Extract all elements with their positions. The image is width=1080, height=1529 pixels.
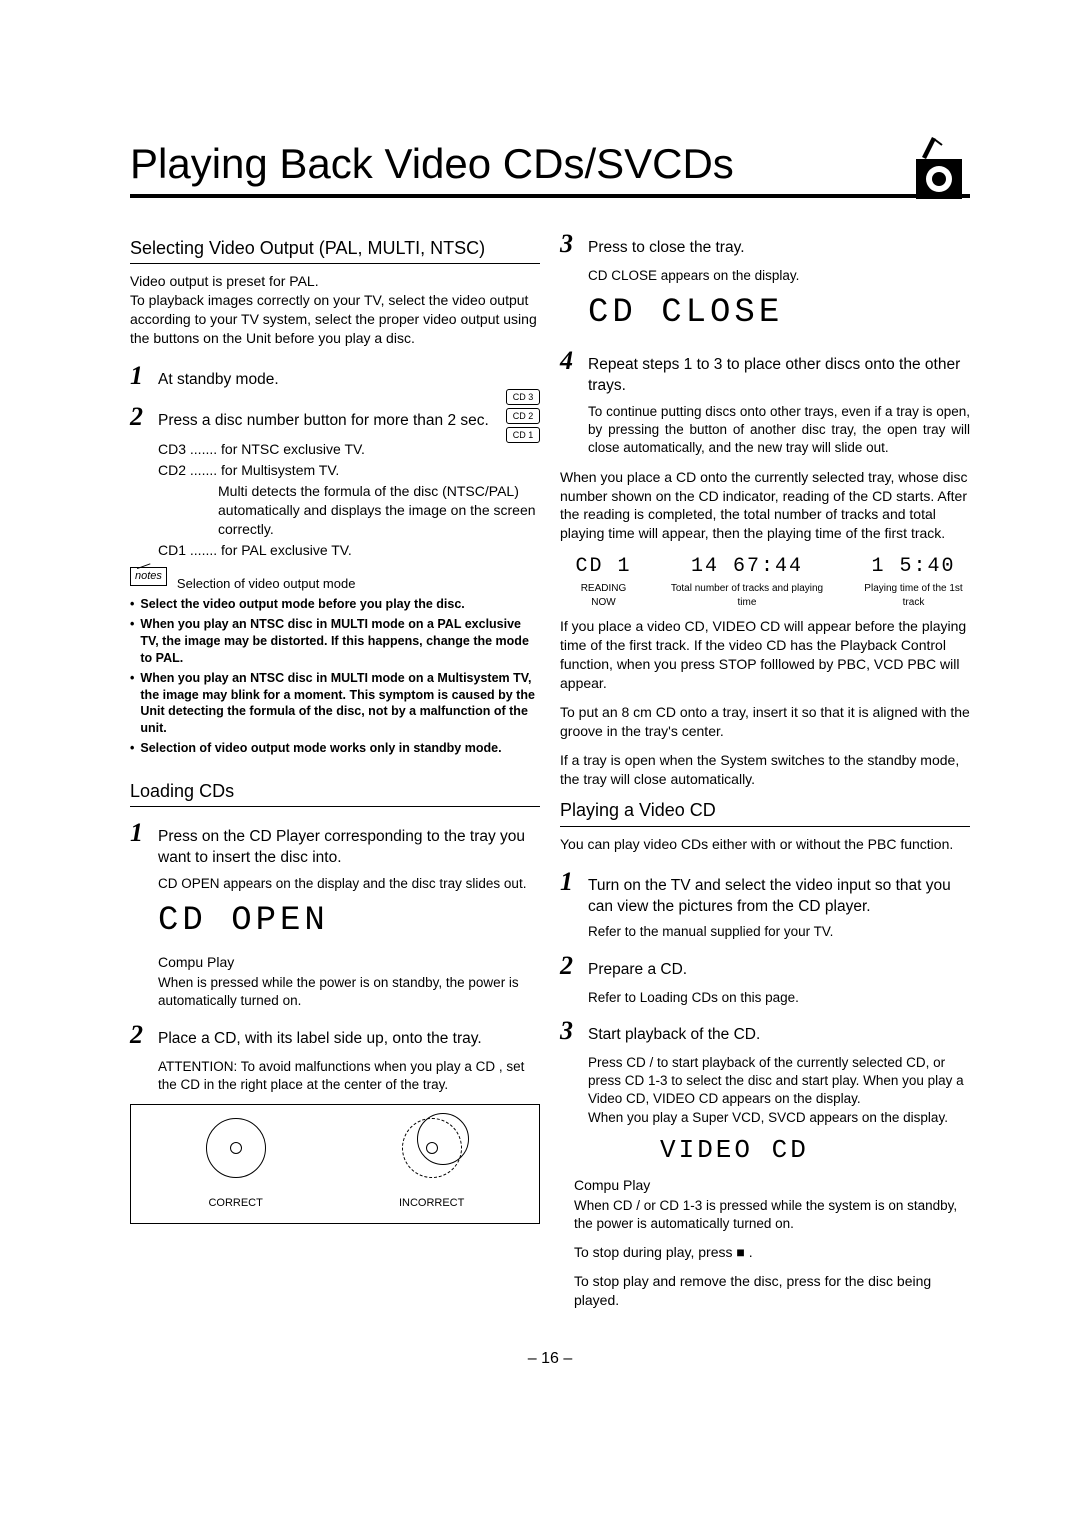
play-step-3: 3 Start playback of the CD. xyxy=(560,1013,970,1048)
load-step-1-sub: CD OPEN appears on the display and the d… xyxy=(158,875,540,893)
notes-icon: notes xyxy=(130,567,167,586)
step-number: 3 xyxy=(560,226,582,261)
step-3: 3 Press to close the tray. xyxy=(560,226,970,261)
play-step-2-sub: Refer to Loading CDs on this page. xyxy=(588,989,970,1007)
step-number: 2 xyxy=(560,948,582,983)
stop-text-1: To stop during play, press ■ . xyxy=(574,1243,970,1262)
step-3-sub: CD CLOSE appears on the display. xyxy=(588,267,970,285)
load-step-2-sub: ATTENTION: To avoid malfunctions when yo… xyxy=(158,1058,540,1094)
first-track-time: 1 5:40 Playing time of the 1st track xyxy=(857,553,970,609)
section-video-output: Selecting Video Output (PAL, MULTI, NTSC… xyxy=(130,236,540,264)
after-place-text: When you place a CD onto the currently s… xyxy=(560,468,970,544)
cd2-button-icon: CD 2 xyxy=(506,408,540,424)
vcd-text: If you place a video CD, VIDEO CD will a… xyxy=(560,617,970,693)
left-column: Selecting Video Output (PAL, MULTI, NTSC… xyxy=(130,226,540,1320)
compu-play-label-2: Compu Play xyxy=(574,1176,970,1195)
eightcm-text: To put an 8 cm CD onto a tray, insert it… xyxy=(560,703,970,741)
step-4: 4 Repeat steps 1 to 3 to place other dis… xyxy=(560,343,970,397)
display-video-cd: VIDEO CD xyxy=(660,1133,970,1168)
disc-placement-diagram: CORRECT INCORRECT xyxy=(130,1104,540,1224)
stop-text-2: To stop play and remove the disc, press … xyxy=(574,1272,970,1310)
step-1: 1 At standby mode. xyxy=(130,358,540,393)
intro-text: Video output is preset for PAL. To playb… xyxy=(130,272,540,348)
step-number: 2 xyxy=(130,399,152,434)
step-number: 2 xyxy=(130,1017,152,1052)
load-step-1: 1 Press on the CD Player corresponding t… xyxy=(130,815,540,869)
section-playing-video-cd: Playing a Video CD xyxy=(560,798,970,826)
step-number: 3 xyxy=(560,1013,582,1048)
reading-now: CD 1 READING NOW xyxy=(570,553,637,609)
compu-play-label: Compu Play xyxy=(158,953,540,972)
incorrect-disc: INCORRECT xyxy=(399,1118,464,1211)
play-step-3-sub: Press CD / to start playback of the curr… xyxy=(588,1054,970,1127)
cd1-button-icon: CD 1 xyxy=(506,427,540,443)
play-intro: You can play video CDs either with or wi… xyxy=(560,835,970,854)
content-columns: Selecting Video Output (PAL, MULTI, NTSC… xyxy=(130,226,970,1320)
section-loading-cds: Loading CDs xyxy=(130,779,540,807)
step-2: 2 Press a disc number button for more th… xyxy=(130,399,506,434)
display-cd-close: CD CLOSE xyxy=(588,291,970,337)
step-number: 4 xyxy=(560,343,582,378)
reading-display-row: CD 1 READING NOW 14 67:44 Total number o… xyxy=(570,553,970,609)
speaker-icon xyxy=(850,135,970,210)
compu-play-text-2: When CD / or CD 1-3 is pressed while the… xyxy=(574,1197,970,1233)
play-step-2: 2 Prepare a CD. xyxy=(560,948,970,983)
notes-caption: Selection of video output mode xyxy=(177,575,356,593)
step-number: 1 xyxy=(130,815,152,850)
correct-disc: CORRECT xyxy=(206,1118,266,1211)
standby-text: If a tray is open when the System switch… xyxy=(560,751,970,789)
compu-play-text: When is pressed while the power is on st… xyxy=(158,974,540,1010)
display-cd-open: CD OPEN xyxy=(158,899,540,945)
total-tracks: 14 67:44 Total number of tracks and play… xyxy=(667,553,827,609)
cd-buttons-graphic: CD 3 CD 2 CD 1 xyxy=(506,389,540,446)
step-2-details: CD3 ....... for NTSC exclusive TV. CD2 .… xyxy=(158,440,540,559)
page-number: – 16 – xyxy=(130,1350,970,1368)
step-number: 1 xyxy=(130,358,152,393)
cd3-button-icon: CD 3 xyxy=(506,389,540,405)
right-column: 3 Press to close the tray. CD CLOSE appe… xyxy=(560,226,970,1320)
load-step-2: 2 Place a CD, with its label side up, on… xyxy=(130,1017,540,1052)
notes-bullets: Select the video output mode before you … xyxy=(130,596,540,757)
play-step-1-sub: Refer to the manual supplied for your TV… xyxy=(588,923,970,941)
step-4-sub: To continue putting discs onto other tra… xyxy=(588,403,970,458)
page-title: Playing Back Video CDs/SVCDs xyxy=(130,140,970,198)
play-step-1: 1 Turn on the TV and select the video in… xyxy=(560,864,970,918)
step-number: 1 xyxy=(560,864,582,899)
